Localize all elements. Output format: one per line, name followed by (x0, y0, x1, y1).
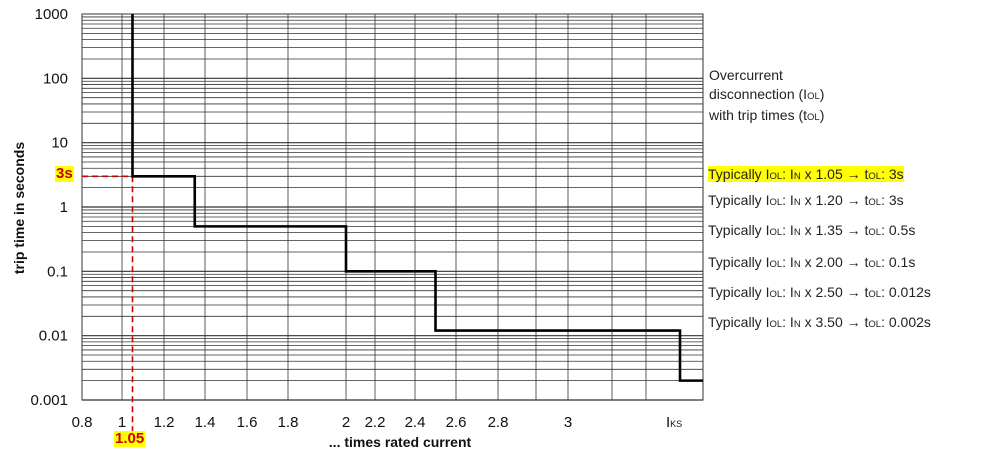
x-tick-label: 2.2 (365, 414, 386, 431)
marker-x-label: 1.05 (114, 430, 146, 447)
legend-item: Typically IOL: IN x 1.35 → tOL: 0.5s (708, 222, 916, 238)
y-tick-label: 10 (51, 135, 68, 152)
x-tick-label: 1.6 (237, 414, 258, 431)
x-tick-label: 1.4 (195, 414, 216, 431)
legend-intro-line1: Overcurrent (709, 67, 783, 83)
x-tick-label: 1.2 (154, 414, 175, 431)
y-tick-label: 0.01 (39, 328, 68, 345)
legend-intro: Overcurrent disconnection (IOL) with tri… (709, 66, 824, 128)
marker-y-label: 3s (55, 165, 74, 182)
legend-item: Typically IOL: IN x 1.05 → tOL: 3s (708, 166, 904, 182)
x-tick-label: 2 (342, 414, 350, 431)
x-tick-label: 2.4 (405, 414, 426, 431)
y-tick-label: 0.1 (47, 263, 68, 280)
chart-grid (81, 13, 704, 401)
x-tick-label: 2.8 (488, 414, 509, 431)
y-tick-label: 100 (43, 70, 68, 87)
x-axis-ticks: 0.8 1 1.2 1.4 1.6 1.8 2 2.2 2.4 2.6 2.8 3 (72, 414, 573, 431)
x-tick-label: 1 (118, 414, 126, 431)
y-axis-title: trip time in seconds (11, 142, 27, 274)
legend-intro-line3: with trip times (tOL) (709, 107, 825, 123)
trip-curve-line (131, 14, 703, 382)
x-tick-label: 1.8 (278, 414, 299, 431)
y-tick-label: 1 (60, 199, 68, 216)
y-axis-ticks: 1000 100 10 1 0.1 0.01 0.001 (30, 6, 68, 409)
x-tick-label: 2.6 (446, 414, 467, 431)
x-tick-label: 0.8 (72, 414, 93, 431)
x-axis-title: ... times rated current (329, 434, 472, 450)
x-tick-label: 3 (564, 414, 572, 431)
y-tick-label: 0.001 (30, 392, 68, 409)
legend-intro-line2: disconnection (IOL) (709, 85, 825, 102)
legend-item: Typically IOL: IN x 2.00 → tOL: 0.1s (708, 254, 916, 270)
operating-point-marker (82, 175, 134, 432)
trip-curve (131, 14, 703, 382)
legend-item: Typically IOL: IN x 2.50 → tOL: 0.012s (708, 284, 931, 300)
legend-item: Typically IOL: IN x 1.20 → tOL: 3s (708, 192, 904, 208)
y-tick-label: 1000 (35, 6, 68, 23)
legend-item: Typically IOL: IN x 3.50 → tOL: 0.002s (708, 314, 931, 330)
x-axis-end-label: IKS (666, 414, 682, 431)
